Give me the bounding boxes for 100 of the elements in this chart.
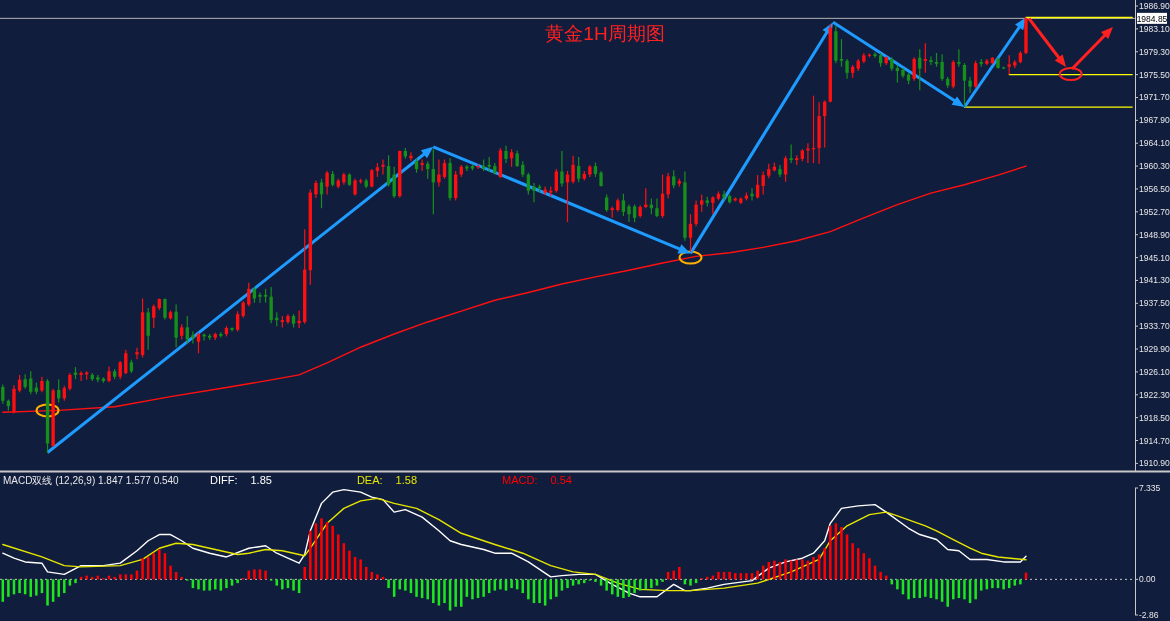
bar bbox=[387, 579, 390, 589]
candlestick bbox=[1, 383, 5, 405]
bar bbox=[918, 579, 921, 599]
bar bbox=[499, 579, 502, 590]
bar bbox=[443, 579, 446, 604]
text: MACD双线 (12,26,9) 1.847 1.577 0.540 bbox=[3, 474, 180, 486]
bar bbox=[829, 525, 832, 580]
candlestick bbox=[437, 158, 441, 188]
bar bbox=[1019, 579, 1022, 585]
bar bbox=[152, 553, 156, 580]
candlestick bbox=[789, 143, 793, 164]
bar bbox=[460, 579, 463, 607]
ref-line-label: 1984.85 bbox=[1136, 13, 1168, 24]
bar bbox=[795, 559, 798, 580]
bar bbox=[74, 579, 77, 584]
bar bbox=[63, 579, 66, 594]
candlestick bbox=[923, 42, 928, 74]
candlestick bbox=[152, 303, 156, 329]
candlestick bbox=[968, 76, 972, 94]
bar bbox=[214, 579, 217, 590]
bar bbox=[180, 576, 183, 580]
bar bbox=[840, 527, 843, 580]
candlestick bbox=[392, 166, 396, 199]
bar bbox=[225, 579, 228, 589]
y-tick-label: 1979.30 bbox=[1139, 46, 1170, 57]
candlestick bbox=[912, 56, 916, 82]
bar bbox=[7, 579, 10, 597]
y-tick-label: 1948.90 bbox=[1139, 229, 1170, 240]
bar bbox=[728, 571, 731, 580]
candlestick bbox=[973, 60, 978, 89]
candlestick bbox=[124, 349, 128, 375]
candlestick bbox=[957, 48, 961, 68]
bar bbox=[566, 579, 569, 589]
y-tick-label: 1967.90 bbox=[1139, 115, 1170, 126]
bar bbox=[549, 579, 552, 600]
candlestick bbox=[666, 172, 670, 200]
candlestick bbox=[577, 156, 581, 183]
bar bbox=[689, 579, 692, 586]
bar bbox=[57, 579, 60, 597]
y-tick-label: 1975.50 bbox=[1139, 69, 1170, 80]
bar bbox=[527, 579, 530, 600]
bar bbox=[773, 560, 776, 580]
bar bbox=[85, 575, 88, 580]
bar bbox=[292, 579, 295, 591]
candlestick bbox=[940, 53, 944, 82]
y-tick-label: 1964.10 bbox=[1139, 138, 1170, 149]
bar bbox=[583, 579, 586, 584]
y-tick-label: 1956.50 bbox=[1139, 183, 1170, 194]
y-tick-label: 1952.70 bbox=[1139, 206, 1170, 217]
y-tick-label: -2.86 bbox=[1139, 610, 1159, 620]
bar bbox=[991, 579, 994, 589]
bar bbox=[29, 579, 33, 597]
bar bbox=[622, 579, 625, 599]
candlestick bbox=[118, 360, 122, 380]
y-tick-label: 1986.90 bbox=[1139, 1, 1170, 12]
bar bbox=[320, 518, 323, 580]
candlestick bbox=[409, 151, 413, 162]
bar bbox=[605, 579, 608, 591]
bar bbox=[46, 579, 49, 606]
candlestick bbox=[873, 51, 877, 59]
candlestick bbox=[761, 170, 765, 195]
bar bbox=[678, 566, 681, 580]
candlestick bbox=[750, 187, 754, 201]
bar bbox=[924, 579, 927, 597]
bar bbox=[471, 579, 474, 600]
candlestick bbox=[571, 155, 575, 185]
candlestick bbox=[845, 58, 849, 80]
bar bbox=[113, 576, 116, 580]
candlestick bbox=[269, 286, 273, 324]
candlestick bbox=[163, 297, 167, 321]
candlestick bbox=[694, 199, 698, 227]
candlestick bbox=[711, 195, 715, 215]
bar bbox=[745, 573, 748, 580]
candlestick bbox=[532, 182, 536, 203]
candlestick bbox=[722, 190, 726, 201]
candlestick bbox=[185, 315, 189, 345]
y-tick-label: 1937.50 bbox=[1139, 298, 1170, 309]
candlestick bbox=[325, 170, 329, 195]
bar bbox=[717, 571, 720, 580]
bar bbox=[331, 525, 334, 580]
candlestick bbox=[235, 310, 240, 333]
bar bbox=[169, 565, 172, 580]
bar bbox=[236, 579, 239, 584]
candlestick bbox=[196, 332, 201, 354]
series-label: DEA: bbox=[356, 474, 383, 486]
candlestick bbox=[381, 158, 385, 176]
bar bbox=[348, 550, 351, 580]
bar bbox=[303, 566, 306, 580]
bar bbox=[633, 579, 636, 594]
y-tick-label: 1945.10 bbox=[1139, 252, 1170, 263]
candlestick bbox=[1007, 54, 1011, 76]
candlestick bbox=[543, 185, 547, 196]
y-tick-label: 1960.30 bbox=[1139, 161, 1170, 172]
bar bbox=[208, 579, 211, 591]
bar bbox=[784, 559, 787, 580]
candlestick bbox=[688, 213, 693, 253]
candlestick bbox=[135, 347, 139, 360]
bar bbox=[672, 570, 675, 580]
candlestick bbox=[230, 326, 234, 333]
bar bbox=[130, 574, 133, 580]
